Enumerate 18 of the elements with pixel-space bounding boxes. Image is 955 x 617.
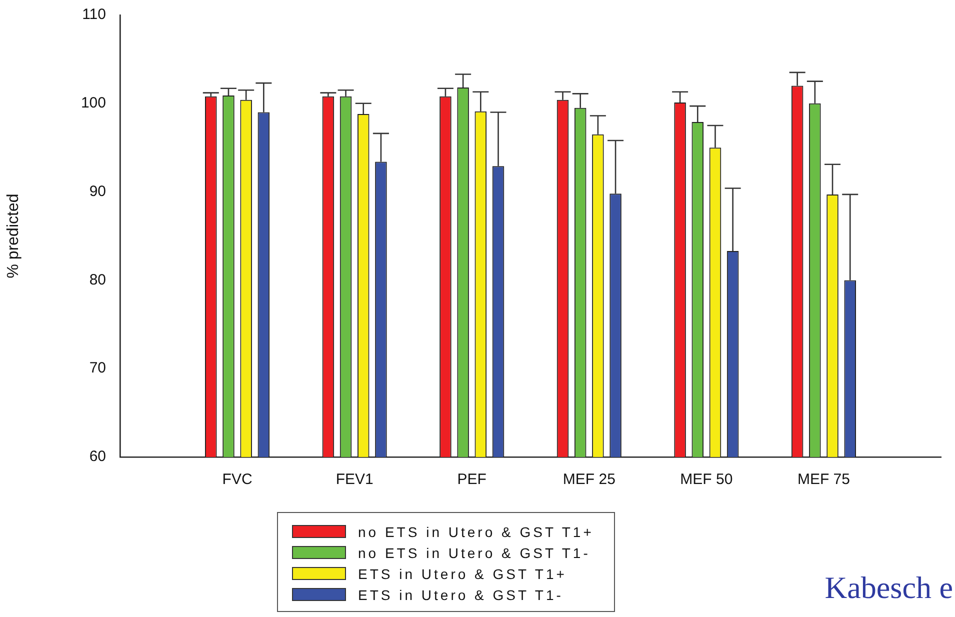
x-tick-label: MEF 50 — [680, 471, 733, 488]
x-tick-label: FVC — [222, 471, 252, 488]
y-tick-label: 60 — [89, 448, 106, 466]
x-tick-label: MEF 25 — [562, 471, 616, 488]
x-tick-label: FEV1 — [336, 471, 374, 488]
y-tick-label: 90 — [89, 182, 106, 200]
y-tick-label: 80 — [89, 271, 106, 288]
text: Kabesch e — [824, 570, 953, 606]
y-tick-label: 110 — [82, 6, 106, 24]
legend-label: ETS in Utero & GST T1+ — [358, 566, 567, 582]
x-tick-label: PEF — [457, 471, 486, 488]
legend-label: no ETS in Utero & GST T1+ — [358, 524, 594, 540]
y-tick-label: 100 — [80, 94, 106, 112]
x-tick-label: MEF 75 — [797, 471, 850, 488]
legend-label: no ETS in Utero & GST T1- — [358, 544, 590, 560]
legend-label: ETS in Utero & GST T1- — [358, 586, 564, 602]
y-tick-label: 70 — [89, 360, 106, 377]
y-axis-title: % predicted — [5, 194, 22, 278]
